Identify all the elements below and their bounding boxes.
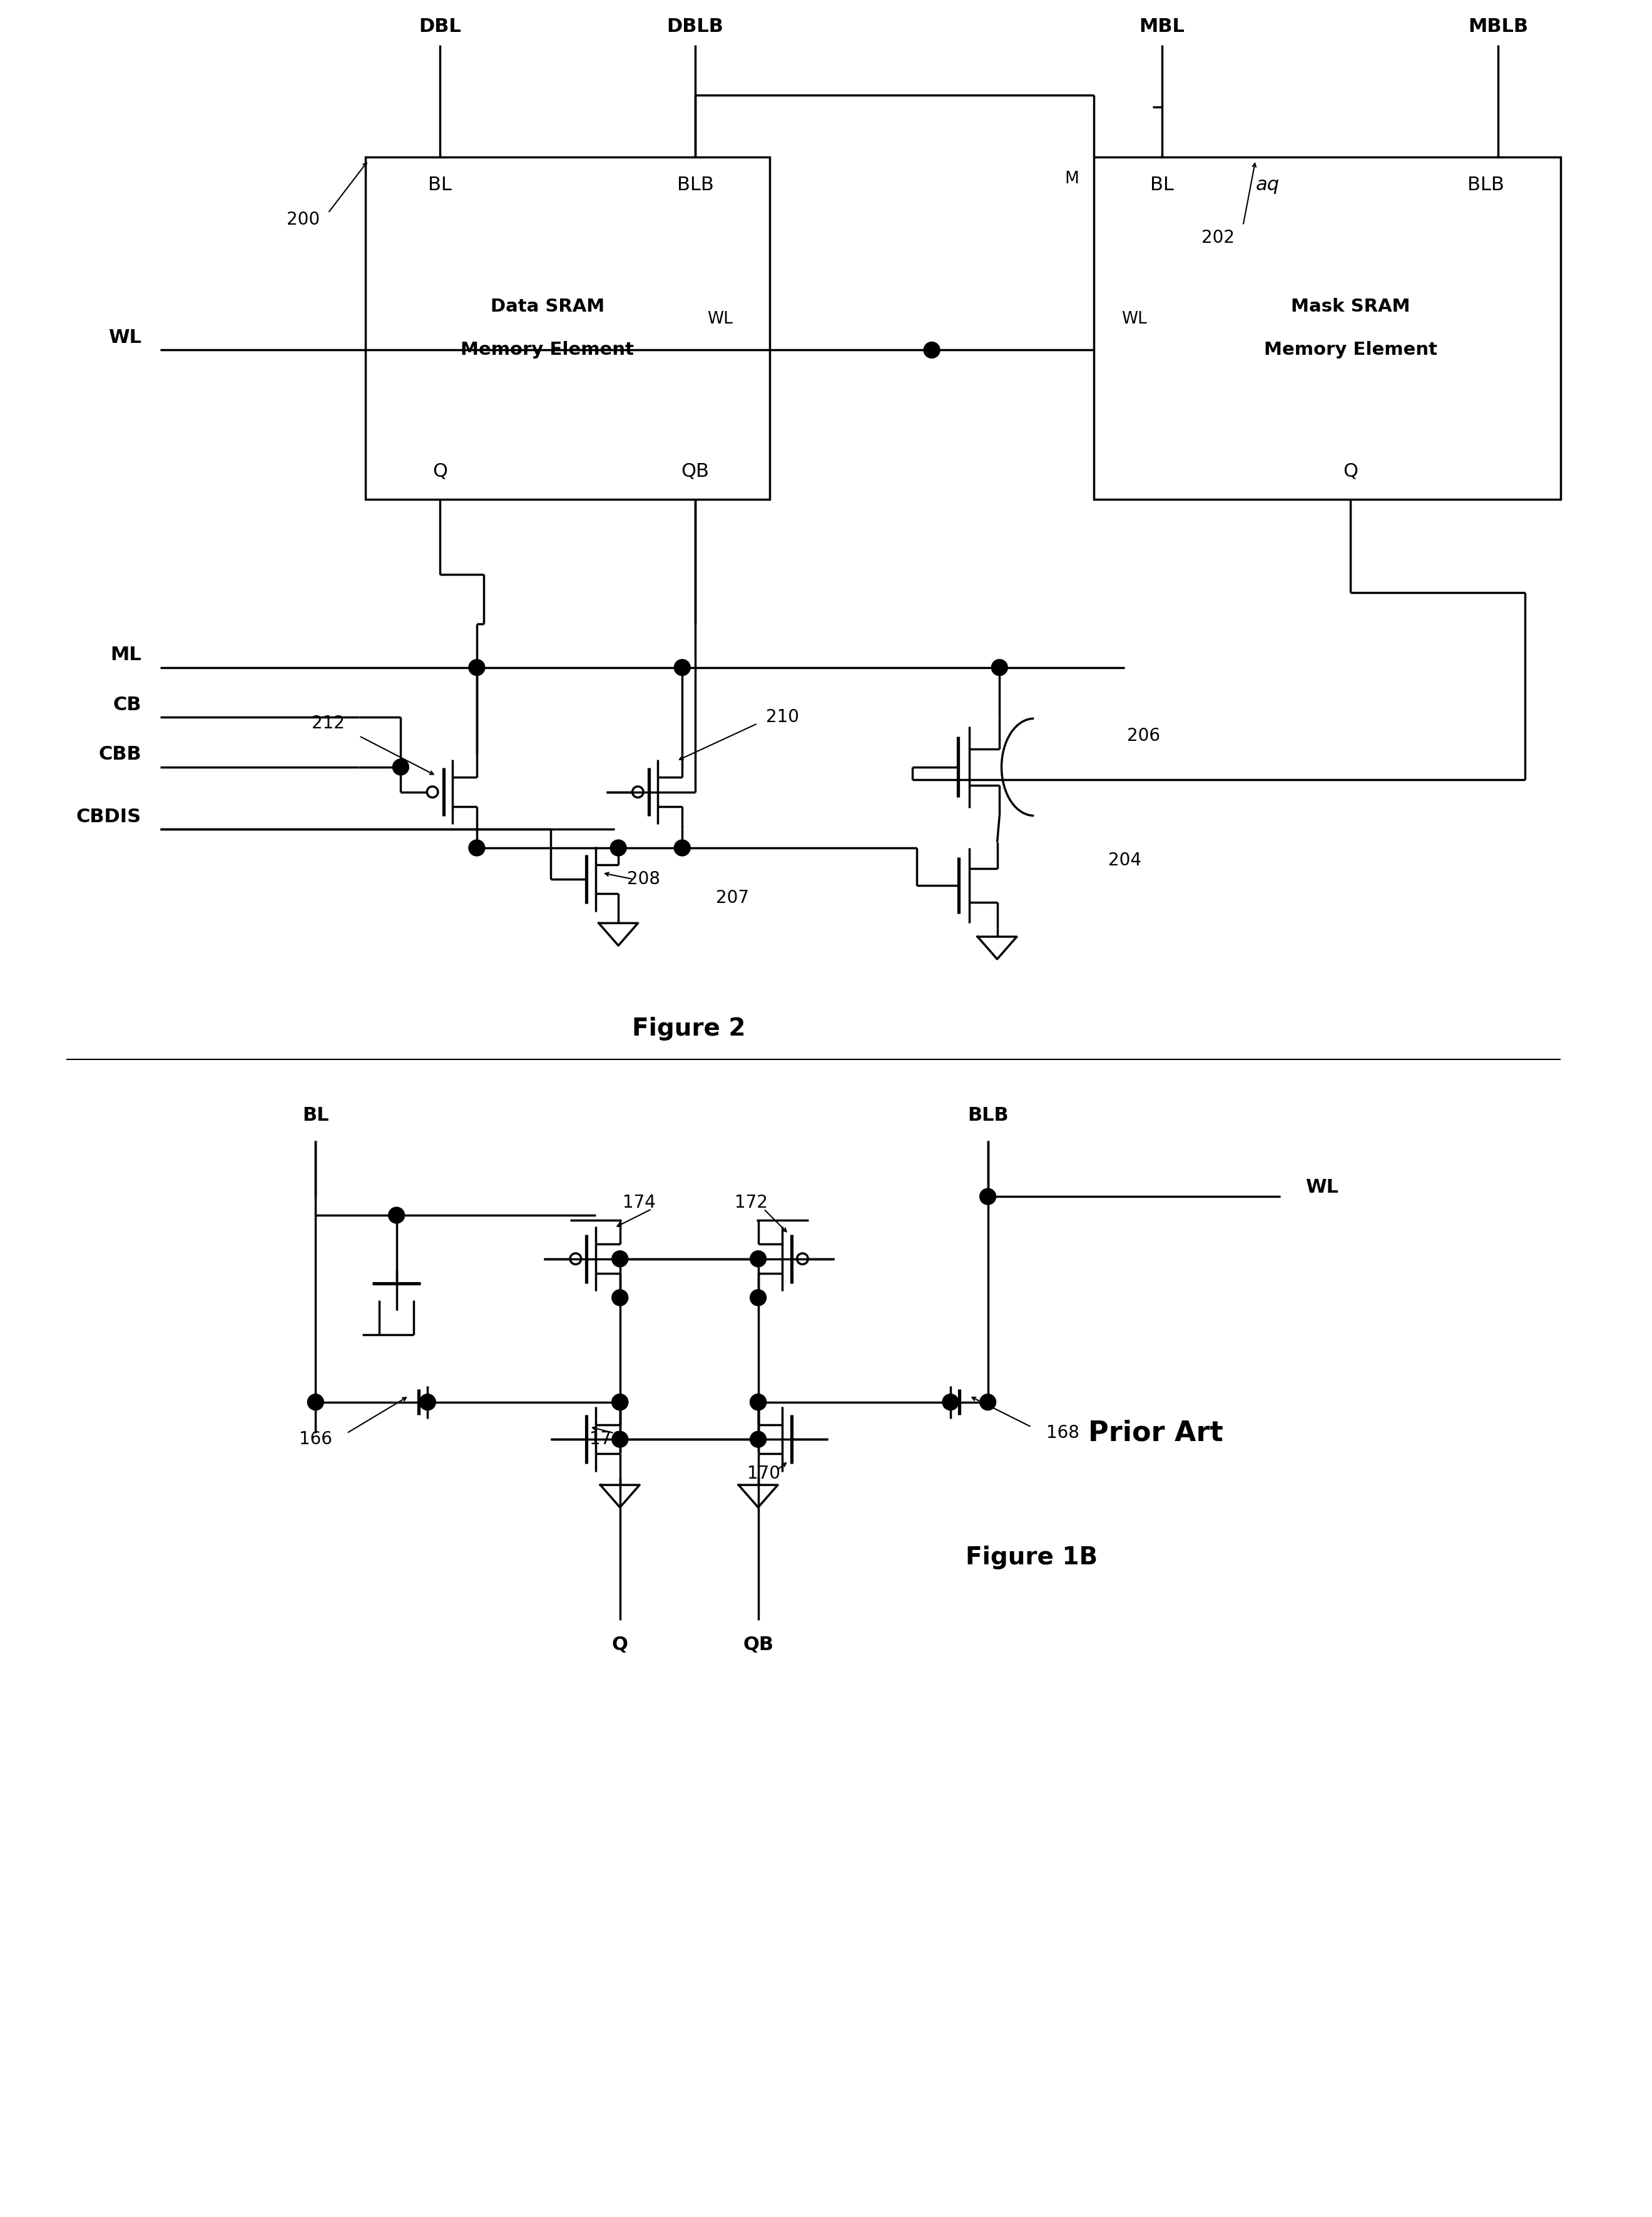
- Circle shape: [991, 658, 1008, 676]
- Text: BL: BL: [302, 1106, 329, 1124]
- Text: ML: ML: [111, 645, 142, 665]
- Text: 208: 208: [626, 871, 661, 887]
- Text: Q: Q: [433, 463, 448, 481]
- Text: 166: 166: [299, 1430, 332, 1448]
- Circle shape: [750, 1394, 767, 1410]
- Circle shape: [420, 1394, 436, 1410]
- Circle shape: [750, 1432, 767, 1448]
- Text: 204: 204: [1108, 851, 1142, 869]
- Text: Q: Q: [1343, 463, 1358, 481]
- Text: 168: 168: [1046, 1426, 1079, 1441]
- Text: BLB: BLB: [968, 1106, 1008, 1124]
- Text: QB: QB: [681, 463, 709, 481]
- Text: 176: 176: [590, 1430, 623, 1448]
- Text: CBDIS: CBDIS: [76, 807, 142, 827]
- Circle shape: [610, 840, 626, 856]
- Bar: [1094, 157, 1561, 499]
- Circle shape: [750, 1394, 767, 1410]
- Circle shape: [388, 1208, 405, 1224]
- Circle shape: [750, 1290, 767, 1306]
- Text: 172: 172: [735, 1195, 768, 1210]
- Text: aq: aq: [1256, 175, 1280, 195]
- Text: QB: QB: [743, 1636, 773, 1654]
- Circle shape: [674, 840, 691, 856]
- Text: Prior Art: Prior Art: [1089, 1419, 1224, 1445]
- Circle shape: [611, 1250, 628, 1266]
- Text: Mask SRAM: Mask SRAM: [1290, 297, 1411, 315]
- Text: 206: 206: [1127, 727, 1160, 745]
- Text: Memory Element: Memory Element: [1264, 341, 1437, 359]
- Circle shape: [750, 1250, 767, 1266]
- Text: 200: 200: [286, 211, 320, 228]
- Text: WL: WL: [1122, 310, 1146, 328]
- Text: BLB: BLB: [677, 175, 714, 195]
- Text: Figure 2: Figure 2: [633, 1018, 745, 1040]
- Text: Memory Element: Memory Element: [461, 341, 634, 359]
- Circle shape: [611, 1394, 628, 1410]
- Text: 202: 202: [1201, 228, 1234, 246]
- Text: 174: 174: [623, 1195, 656, 1210]
- Text: BL: BL: [428, 175, 453, 195]
- Text: Q: Q: [611, 1636, 628, 1654]
- Text: M: M: [1066, 171, 1079, 186]
- Text: Data SRAM: Data SRAM: [491, 297, 605, 315]
- Circle shape: [980, 1188, 996, 1204]
- Text: Figure 1B: Figure 1B: [965, 1545, 1097, 1570]
- Circle shape: [923, 341, 940, 359]
- Text: BL: BL: [1150, 175, 1175, 195]
- Text: CBB: CBB: [99, 745, 142, 763]
- Circle shape: [611, 1394, 628, 1410]
- Text: MBLB: MBLB: [1469, 18, 1528, 35]
- Text: WL: WL: [107, 328, 142, 346]
- Circle shape: [674, 658, 691, 676]
- Text: DBL: DBL: [420, 18, 461, 35]
- Circle shape: [611, 1432, 628, 1448]
- Text: DBLB: DBLB: [667, 18, 724, 35]
- Circle shape: [611, 1290, 628, 1306]
- Text: 210: 210: [767, 709, 800, 725]
- Text: CB: CB: [112, 696, 142, 714]
- Circle shape: [393, 758, 408, 776]
- Text: MBL: MBL: [1140, 18, 1184, 35]
- Circle shape: [469, 840, 486, 856]
- Text: WL: WL: [707, 310, 733, 328]
- Circle shape: [942, 1394, 958, 1410]
- Bar: [365, 157, 770, 499]
- Text: WL: WL: [1305, 1177, 1338, 1197]
- Circle shape: [980, 1394, 996, 1410]
- Circle shape: [307, 1394, 324, 1410]
- Circle shape: [469, 658, 486, 676]
- Text: 212: 212: [312, 714, 345, 732]
- Text: BLB: BLB: [1467, 175, 1505, 195]
- Text: 207: 207: [715, 889, 750, 907]
- Text: 170: 170: [747, 1465, 780, 1483]
